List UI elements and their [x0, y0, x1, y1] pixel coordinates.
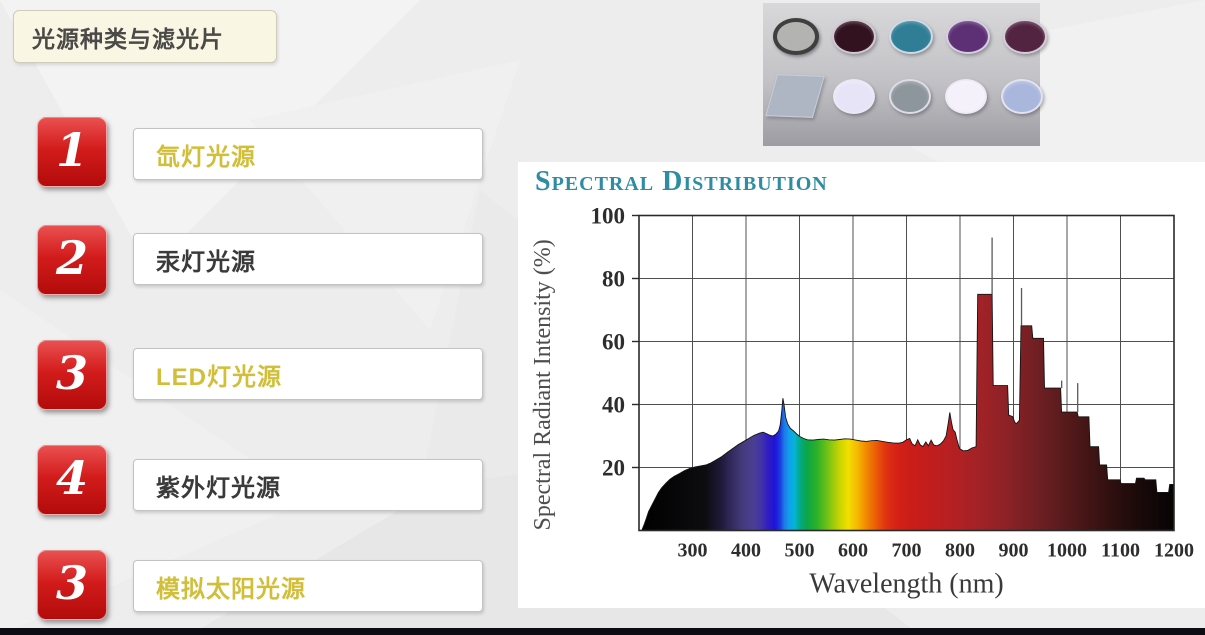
x-tick-label: 700: [892, 540, 922, 562]
item-2-number: 2: [55, 231, 88, 285]
item-2-box: 汞灯光源: [133, 233, 483, 285]
y-tick-label: 100: [591, 204, 626, 229]
y-tick-label: 80: [602, 267, 625, 292]
item-4-badge: 4: [37, 445, 107, 515]
item-5-box: 模拟太阳光源: [133, 560, 483, 612]
item-4-box: 紫外灯光源: [133, 459, 483, 511]
item-2-badge: 2: [37, 225, 107, 295]
item-3-number: 3: [55, 346, 88, 400]
item-3-box: LED灯光源: [133, 348, 483, 400]
y-tick-label: 60: [602, 330, 625, 355]
item-1-badge: 1: [37, 117, 107, 187]
filter-gray-blue: [889, 78, 931, 114]
item-3-label: LED灯光源: [156, 363, 282, 391]
filter-purple: [946, 19, 990, 54]
item-1-number: 1: [55, 123, 88, 177]
spectral-chart-svg: 20 40 60 80 100 300 400 500 600 700 800 900 1000 1100…: [530, 204, 1194, 600]
x-tick-label: 400: [731, 540, 761, 562]
filter-plate-blue-gray: [765, 74, 825, 118]
item-4-number: 4: [55, 451, 88, 505]
x-tick-label: 1000: [1047, 540, 1087, 562]
item-5-badge: 3: [37, 550, 107, 620]
filter-maroon: [1003, 19, 1047, 54]
item-1-label: 氙灯光源: [156, 143, 256, 171]
x-tick-label: 300: [678, 540, 708, 562]
x-tick-label: 600: [838, 540, 868, 562]
item-5-label: 模拟太阳光源: [156, 575, 306, 603]
x-tick-label: 1100: [1101, 540, 1140, 562]
filter-periwinkle: [1001, 78, 1043, 114]
filters-photo: [763, 3, 1047, 146]
item-3-badge: 3: [37, 340, 107, 410]
chart-title: Spectral Distribution: [535, 166, 828, 197]
spectrum-area: [641, 293, 1175, 531]
bottom-bar: [0, 628, 1205, 635]
x-tick-label: 500: [785, 540, 815, 562]
x-tick-label: 900: [999, 540, 1029, 562]
item-5-number: 3: [55, 556, 88, 610]
filter-pale-lavender: [833, 78, 875, 114]
slide-title-box: 光源种类与滤光片: [13, 10, 277, 63]
y-tick-label: 40: [602, 393, 625, 418]
y-axis-title: Spectral Radiant Intensity (%): [530, 239, 556, 530]
filter-gray-lens: [773, 18, 819, 55]
y-tick-label: 20: [602, 456, 625, 481]
x-tick-label: 1200: [1154, 540, 1194, 562]
item-2-label: 汞灯光源: [156, 248, 256, 276]
filter-dark-plum: [832, 19, 876, 54]
filter-white: [945, 78, 987, 114]
spectral-chart-panel: Spectral Distribution 20 40 60 80 100 300 400 5…: [518, 162, 1205, 608]
x-axis-title: Wavelength (nm): [809, 569, 1003, 600]
filter-teal: [889, 19, 933, 54]
slide-title: 光源种类与滤光片: [32, 25, 224, 52]
filter-row-top: [773, 18, 1047, 55]
x-tick-label: 800: [945, 540, 975, 562]
item-4-label: 紫外灯光源: [156, 474, 281, 502]
item-1-box: 氙灯光源: [133, 128, 483, 180]
filter-row-bottom: [765, 74, 1043, 118]
